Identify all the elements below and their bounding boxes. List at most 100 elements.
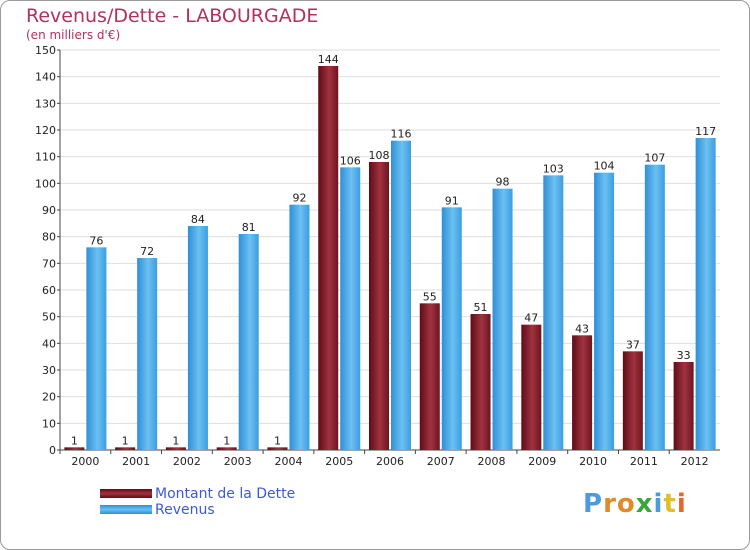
data-label-debt-2009: 47 bbox=[524, 312, 538, 325]
x-tick-label-2009: 2009 bbox=[528, 455, 556, 468]
bar-revenue-2012 bbox=[695, 138, 716, 450]
bar-debt-2006 bbox=[369, 162, 389, 450]
y-tick-label-20: 20 bbox=[42, 391, 56, 404]
y-tick-label-30: 30 bbox=[42, 364, 56, 377]
bar-revenue-2002 bbox=[187, 226, 208, 450]
legend-swatch-debt bbox=[100, 489, 152, 498]
y-tick-label-150: 150 bbox=[35, 44, 56, 57]
data-label-debt-2008: 51 bbox=[474, 301, 488, 314]
y-tick-label-40: 40 bbox=[42, 337, 56, 350]
x-tick-label-2011: 2011 bbox=[630, 455, 658, 468]
x-tick-label-2007: 2007 bbox=[427, 455, 455, 468]
chart-subtitle: (en milliers d'€) bbox=[26, 28, 121, 42]
data-label-debt-2003: 1 bbox=[223, 434, 230, 447]
y-tick-label-100: 100 bbox=[35, 177, 56, 190]
bar-revenue-2000 bbox=[86, 247, 107, 450]
bar-revenue-2005 bbox=[340, 167, 361, 451]
y-tick-label-80: 80 bbox=[42, 231, 56, 244]
bar-debt-2004 bbox=[267, 447, 288, 450]
data-label-revenue-2010: 104 bbox=[594, 160, 615, 173]
data-label-debt-2004: 1 bbox=[274, 434, 281, 447]
bar-debt-2007 bbox=[419, 303, 440, 450]
y-tick-label-10: 10 bbox=[42, 417, 56, 430]
bar-debt-2002 bbox=[165, 447, 186, 450]
bar-revenue-2001 bbox=[137, 258, 158, 450]
data-label-debt-2006: 108 bbox=[369, 149, 390, 162]
y-tick-label-110: 110 bbox=[35, 151, 56, 164]
data-label-revenue-2004: 92 bbox=[292, 192, 306, 205]
axes: 0 10 20 30 40 50 60 70 80 90 100 110 120 130 140 150 200… bbox=[35, 44, 720, 468]
y-tick-label-70: 70 bbox=[42, 257, 56, 270]
y-tick-label-140: 140 bbox=[35, 71, 56, 84]
data-label-revenue-2002: 84 bbox=[191, 213, 205, 226]
chart-title: Revenus/Dette - LABOURGADE bbox=[26, 5, 319, 27]
bar-revenue-2009 bbox=[543, 175, 564, 451]
proxiti-logo: Proxiti bbox=[583, 489, 687, 519]
logo-letter: i bbox=[676, 489, 687, 519]
y-tick-label-50: 50 bbox=[42, 311, 56, 324]
bar-debt-2010 bbox=[572, 335, 593, 450]
bar-debt-2000 bbox=[64, 447, 85, 450]
logo-letter: i bbox=[653, 489, 664, 519]
x-tick-label-2008: 2008 bbox=[478, 455, 506, 468]
data-label-revenue-2007: 91 bbox=[445, 194, 459, 207]
logo-letter: P bbox=[583, 489, 604, 519]
x-tick-label-2010: 2010 bbox=[579, 455, 607, 468]
data-label-revenue-2000: 76 bbox=[89, 234, 103, 247]
bar-revenue-2007 bbox=[441, 207, 462, 450]
bar-revenue-2004 bbox=[289, 204, 310, 450]
y-tick-label-0: 0 bbox=[49, 444, 56, 457]
data-label-revenue-2005: 106 bbox=[340, 154, 361, 167]
bar-debt-2005 bbox=[318, 66, 339, 450]
data-label-revenue-2008: 98 bbox=[496, 176, 510, 189]
y-tick-label-90: 90 bbox=[42, 204, 56, 217]
x-tick-label-2003: 2003 bbox=[224, 455, 252, 468]
data-label-revenue-2003: 81 bbox=[242, 221, 256, 234]
bar-debt-2012 bbox=[673, 362, 694, 450]
y-tick-label-120: 120 bbox=[35, 124, 56, 137]
data-label-debt-2001: 1 bbox=[122, 434, 129, 447]
x-tick-label-2002: 2002 bbox=[173, 455, 201, 468]
x-tick-label-2001: 2001 bbox=[122, 455, 150, 468]
data-label-debt-2012: 33 bbox=[677, 349, 691, 362]
y-tick-label-130: 130 bbox=[35, 97, 56, 110]
x-tick-label-2004: 2004 bbox=[274, 455, 302, 468]
bar-revenue-2011 bbox=[644, 164, 665, 450]
data-label-revenue-2012: 117 bbox=[695, 125, 716, 138]
x-tick-label-2005: 2005 bbox=[325, 455, 353, 468]
bar-revenue-2003 bbox=[238, 234, 259, 450]
data-label-revenue-2009: 103 bbox=[543, 162, 564, 175]
bar-debt-2008 bbox=[470, 314, 491, 450]
logo-letter: t bbox=[663, 489, 677, 519]
logo-letter: x bbox=[635, 489, 654, 519]
x-tick-label-2006: 2006 bbox=[376, 455, 404, 468]
data-label-debt-2002: 1 bbox=[172, 434, 179, 447]
y-tick-label-60: 60 bbox=[42, 284, 56, 297]
data-label-revenue-2001: 72 bbox=[140, 245, 154, 258]
bar-debt-2011 bbox=[622, 351, 643, 450]
bars bbox=[64, 66, 716, 451]
bar-revenue-2006 bbox=[391, 140, 411, 450]
legend-label-revenue: Revenus bbox=[155, 502, 215, 518]
data-label-debt-2005: 144 bbox=[318, 53, 339, 66]
data-label-debt-2011: 37 bbox=[626, 338, 640, 351]
bar-revenue-2008 bbox=[492, 188, 513, 450]
data-label-debt-2010: 43 bbox=[575, 322, 589, 335]
bar-debt-2003 bbox=[216, 447, 237, 450]
data-label-revenue-2011: 107 bbox=[644, 152, 665, 165]
legend-label-debt: Montant de la Dette bbox=[155, 486, 296, 502]
logo-letter: r bbox=[603, 489, 617, 519]
grid-lines bbox=[60, 49, 720, 424]
data-label-revenue-2006: 116 bbox=[391, 128, 412, 141]
logo-letter: o bbox=[616, 489, 636, 519]
data-label-debt-2007: 55 bbox=[423, 290, 437, 303]
bar-revenue-2010 bbox=[594, 172, 615, 450]
x-tick-label-2012: 2012 bbox=[681, 455, 709, 468]
bar-debt-2009 bbox=[521, 324, 542, 450]
data-label-debt-2000: 1 bbox=[71, 434, 78, 447]
x-tick-label-2000: 2000 bbox=[71, 455, 99, 468]
legend-swatch-revenue bbox=[100, 505, 152, 514]
bar-debt-2001 bbox=[115, 447, 136, 450]
